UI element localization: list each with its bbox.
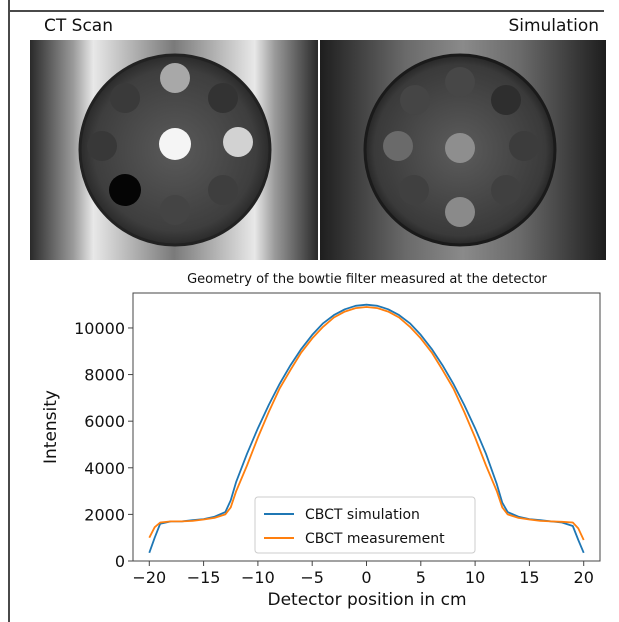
frame-left-border xyxy=(8,0,10,622)
chart-title: Geometry of the bowtie filter measured a… xyxy=(187,272,547,287)
x-tick-label: −20 xyxy=(132,568,166,587)
y-axis: 0 2000 4000 6000 8000 10000 xyxy=(74,319,133,571)
y-tick-label: 2000 xyxy=(84,505,125,524)
series-lines xyxy=(148,303,585,554)
ct-scan-label: CT Scan xyxy=(44,16,113,36)
scan-images xyxy=(30,40,606,260)
chart-legend: CBCT simulation CBCT measurement xyxy=(254,496,476,554)
y-tick-label: 0 xyxy=(115,552,125,571)
series-line-simulation xyxy=(148,303,585,554)
y-tick-label: 4000 xyxy=(84,459,125,478)
ct-scan-image xyxy=(30,40,318,260)
x-tick-label: 20 xyxy=(574,568,594,587)
x-tick-label: 10 xyxy=(465,568,485,587)
simulation-image xyxy=(320,40,606,260)
x-tick-label: −10 xyxy=(241,568,275,587)
x-tick-label: 5 xyxy=(416,568,426,587)
x-tick-label: 15 xyxy=(519,568,539,587)
x-tick-label: 0 xyxy=(361,568,371,587)
legend-label-simulation: CBCT simulation xyxy=(305,507,420,523)
x-axis: −20 −15 −10 −5 0 5 10 15 20 xyxy=(132,561,594,587)
x-tick-label: −5 xyxy=(300,568,324,587)
legend-label-measurement: CBCT measurement xyxy=(305,531,445,547)
legend-box xyxy=(254,496,476,554)
intensity-profile-chart: Geometry of the bowtie filter measured a… xyxy=(41,272,601,610)
y-tick-label: 6000 xyxy=(84,412,125,431)
y-tick-label: 8000 xyxy=(84,366,125,385)
simulation-label: Simulation xyxy=(508,16,599,36)
y-tick-label: 10000 xyxy=(74,319,125,338)
frame-top-border xyxy=(8,10,604,12)
y-axis-label: Intensity xyxy=(41,390,61,464)
x-axis-label: Detector position in cm xyxy=(267,590,466,610)
x-tick-label: −15 xyxy=(187,568,221,587)
series-line-measurement xyxy=(148,306,585,541)
